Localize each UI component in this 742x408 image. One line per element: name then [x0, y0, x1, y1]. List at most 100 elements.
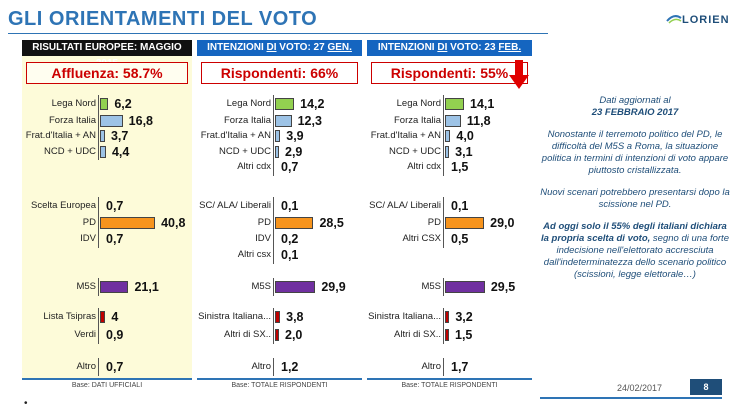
vote-value: 21,1: [134, 280, 159, 294]
bar-axis: [443, 197, 444, 248]
vote-value: 3,7: [110, 129, 129, 143]
party-row: M5S 29,5: [367, 280, 532, 294]
party-label: M5S: [251, 281, 271, 292]
commentary-panel: Dati aggiornati al 23 FEBBRAIO 2017 Nono…: [540, 95, 730, 291]
party-row: PD 28,5: [197, 216, 362, 230]
party-label: Frat.d'Italia + AN: [200, 130, 271, 141]
vote-value: 4,0: [456, 129, 474, 143]
party-row: Altro 1,7: [367, 360, 532, 374]
base-label: Base: TOTALE RISPONDENTI: [401, 382, 498, 389]
footer-divider: [540, 397, 722, 399]
commentary-paragraph: Nonostante il terremoto politico del PD,…: [541, 129, 729, 176]
vote-bar: [275, 281, 316, 293]
party-label: IDV: [255, 233, 271, 244]
vote-bar: [100, 98, 109, 110]
vote-bar: [100, 146, 106, 158]
column-intenzioni-gennaio: INTENZIONI DI VOTO: 27 GEN. Rispondenti:…: [197, 40, 362, 389]
vote-value: 1,2: [281, 360, 299, 374]
vote-value: 0,7: [281, 160, 299, 174]
vote-value: 12,3: [297, 114, 322, 128]
vote-bar: [445, 329, 449, 341]
vote-value: 28,5: [319, 216, 344, 230]
bar-axis: [443, 308, 444, 344]
vote-bar: [100, 217, 156, 229]
vote-bar: [445, 130, 451, 142]
base-divider: [367, 378, 532, 380]
vote-value: 0,7: [106, 199, 124, 213]
party-row: SC/ ALA/ Liberali 0,1: [197, 199, 362, 213]
party-row: M5S 21,1: [22, 280, 192, 294]
party-label: Altri csx: [237, 249, 271, 260]
party-label: NCD + UDC: [44, 146, 96, 157]
header-part: DI: [437, 42, 448, 53]
vote-value: 4: [111, 310, 119, 324]
vote-bar: [100, 281, 129, 293]
party-row: Lega Nord 14,1: [367, 97, 532, 111]
vote-value: 4,4: [111, 145, 130, 159]
rispondenti-box: Rispondenti: 66%: [201, 62, 358, 84]
party-label: Lega Nord: [51, 98, 96, 109]
party-row: NCD + UDC 2,9: [197, 145, 362, 159]
party-row: NCD + UDC 3,1: [367, 145, 532, 159]
party-label: Lega Nord: [226, 98, 271, 109]
vote-value: 3,1: [455, 145, 473, 159]
vote-bar: [275, 130, 281, 142]
vote-value: 0,1: [281, 248, 299, 262]
bar-axis: [273, 308, 274, 344]
party-row: M5S 29,9: [197, 280, 362, 294]
column-header: INTENZIONI DI VOTO: 23 FEB.: [367, 40, 532, 56]
vote-value: 29,5: [490, 280, 516, 294]
vote-value: 0,1: [281, 199, 299, 213]
party-row: PD 40,8: [22, 216, 192, 230]
bar-axis: [273, 95, 274, 176]
vote-bar: [275, 311, 281, 323]
vote-bar: [275, 146, 279, 158]
header-part: VOTO: 23: [447, 42, 499, 53]
party-row: Verdi 0,9: [22, 328, 192, 342]
vote-bar: [100, 115, 123, 127]
party-label: PD: [257, 217, 271, 228]
party-label: Altro: [76, 361, 96, 372]
header-part: FEB.: [498, 42, 522, 53]
commentary-paragraph: Nuovi scenari potrebbero presentarsi dop…: [540, 187, 730, 210]
header-part: DI: [266, 42, 277, 53]
party-row: Altri cdx 1,5: [367, 160, 532, 174]
party-label: Altri di SX..: [224, 329, 271, 340]
party-label: Frat.d'Italia + AN: [25, 130, 96, 141]
bar-axis: [443, 358, 444, 376]
party-label: Sinistra Italiana...: [198, 311, 271, 322]
party-row: Altri di SX.. 2,0: [197, 328, 362, 342]
vote-bar: [275, 115, 292, 127]
party-label: Forza Italia: [394, 115, 441, 126]
vote-value: 1,5: [455, 328, 473, 342]
vote-value: 2,9: [285, 145, 303, 159]
commentary-paragraph: segno di una forte indecisione nell'elet…: [543, 233, 729, 280]
vote-bar: [275, 329, 279, 341]
party-row: Frat.d'Italia + AN 3,7: [22, 129, 192, 143]
bar-axis: [443, 278, 444, 296]
party-label: SC/ ALA/ Liberali: [199, 200, 271, 211]
header-part: GEN.: [327, 42, 352, 53]
vote-value: 14,1: [470, 97, 495, 111]
party-label: PD: [82, 217, 96, 228]
party-label: SC/ ALA/ Liberali: [369, 200, 441, 211]
party-label: M5S: [421, 281, 441, 292]
party-label: Forza Italia: [224, 115, 271, 126]
party-label: Lista Tsipras: [43, 311, 96, 322]
party-row: Altri cdx 0,7: [197, 160, 362, 174]
vote-bar: [275, 217, 314, 229]
bar-axis: [273, 278, 274, 296]
vote-bar: [445, 98, 465, 110]
party-label: Altro: [421, 361, 441, 372]
party-row: Altri CSX 0,5: [367, 232, 532, 246]
party-row: Altri csx 0,1: [197, 248, 362, 262]
bar-axis: [98, 95, 99, 160]
bar-axis: [273, 358, 274, 376]
party-row: Lega Nord 14,2: [197, 97, 362, 111]
header-part: INTENZIONI: [377, 42, 438, 53]
bar-axis: [98, 278, 99, 296]
party-label: Sinistra Italiana...: [368, 311, 441, 322]
party-label: Verdi: [74, 329, 96, 340]
party-row: Altro 0,7: [22, 360, 192, 374]
party-row: Lega Nord 6,2: [22, 97, 192, 111]
